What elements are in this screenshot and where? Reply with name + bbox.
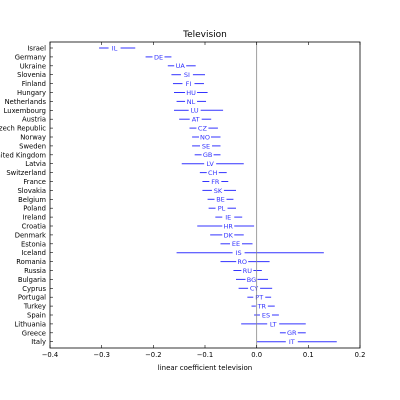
country-label: Ireland — [22, 214, 46, 222]
country-label: Israel — [27, 45, 46, 53]
country-label: Slovenia — [17, 71, 46, 79]
country-label: Romania — [16, 258, 46, 266]
estimate-code-label: SE — [202, 142, 210, 150]
estimate-code-label: RU — [243, 267, 253, 275]
estimate-code-label: IT — [289, 338, 295, 346]
country-label: Latvia — [25, 160, 46, 168]
chart-title: Television — [182, 30, 227, 40]
estimate-code-label: BE — [216, 196, 225, 204]
estimate-code-label: BG — [247, 276, 256, 284]
estimate-code-label: SI — [184, 71, 190, 79]
x-tick-label: −0.2 — [145, 351, 162, 359]
estimate-code-label: PL — [218, 205, 226, 213]
country-label: Finland — [22, 80, 46, 88]
country-label: Greece — [22, 329, 46, 337]
estimate-code-label: HU — [186, 89, 196, 97]
country-label: France — [23, 178, 46, 186]
x-axis-label: linear coefficient television — [158, 364, 252, 372]
estimate-code-label: CZ — [198, 125, 208, 133]
x-tick-label: 0.0 — [251, 351, 262, 359]
estimate-code-label: IS — [236, 249, 242, 257]
estimate-code-label: ES — [262, 311, 270, 319]
country-label: Cyprus — [22, 285, 46, 293]
country-label: Estonia — [21, 240, 46, 248]
estimate-code-label: NO — [200, 133, 210, 141]
country-label: Lithuania — [15, 320, 46, 328]
country-label: Poland — [23, 205, 46, 213]
country-label: Turkey — [23, 303, 46, 311]
x-tick-label: 0.1 — [303, 351, 314, 359]
estimate-code-label: IL — [112, 44, 118, 52]
x-tick-label: 0.2 — [355, 351, 366, 359]
estimate-code-label: AT — [192, 116, 200, 124]
country-label: Slovakia — [17, 187, 46, 195]
country-label: Hungary — [17, 89, 46, 97]
estimate-code-label: LV — [206, 160, 214, 168]
estimate-code-label: SK — [214, 187, 223, 195]
estimate-code-label: GR — [287, 329, 297, 337]
country-label: Portugal — [18, 294, 46, 302]
estimate-code-label: CY — [250, 285, 258, 293]
country-label: Bulgaria — [18, 276, 46, 284]
country-label: Switzerland — [6, 169, 46, 177]
estimate-code-label: CH — [208, 169, 218, 177]
estimate-code-label: PT — [255, 294, 263, 302]
estimate-code-label: RO — [237, 258, 247, 266]
estimate-code-label: FI — [186, 80, 192, 88]
country-label: Denmark — [15, 231, 46, 239]
country-label: Iceland — [21, 249, 46, 257]
country-label: Spain — [27, 312, 46, 320]
estimate-code-label: HR — [224, 222, 234, 230]
country-label: Norway — [20, 134, 46, 142]
country-label: Netherlands — [5, 98, 47, 106]
country-label: Luxembourg — [4, 107, 46, 115]
country-label: Germany — [15, 53, 46, 61]
estimate-code-label: GB — [203, 151, 213, 159]
estimate-code-label: NL — [187, 98, 196, 106]
country-label: Sweden — [19, 142, 46, 150]
plot-frame — [49, 41, 361, 349]
country-label: United Kingdom — [0, 151, 46, 159]
estimate-code-label: EE — [232, 240, 240, 248]
estimate-code-label: DE — [154, 53, 163, 61]
estimate-code-label: UA — [176, 62, 186, 70]
estimate-code-label: FR — [211, 178, 220, 186]
country-label: Austria — [22, 116, 46, 124]
x-tick-label: −0.3 — [93, 351, 110, 359]
country-label: Russia — [24, 267, 46, 275]
country-label: Ukraine — [20, 62, 46, 70]
country-label: Czech Republic — [0, 125, 46, 133]
country-label: Italy — [31, 338, 46, 346]
estimate-code-label: LT — [270, 320, 277, 328]
estimate-code-label: DK — [224, 231, 234, 239]
estimate-code-label: TR — [257, 303, 267, 311]
x-tick-label: −0.4 — [42, 351, 59, 359]
estimate-code-label: IE — [225, 214, 231, 222]
country-label: Belgium — [18, 196, 46, 204]
country-label: Croatia — [22, 223, 46, 231]
estimate-code-label: LU — [191, 107, 199, 115]
x-tick-label: −0.1 — [197, 351, 214, 359]
